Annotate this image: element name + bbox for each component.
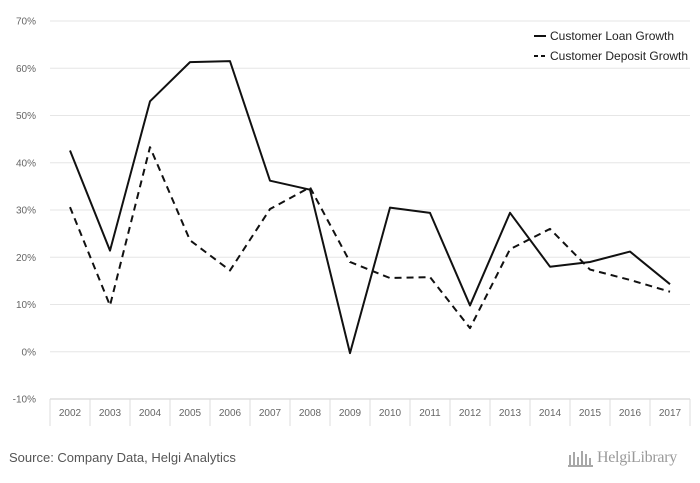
legend-label: Customer Loan Growth <box>550 29 674 43</box>
y-tick-label: 60% <box>16 64 36 75</box>
x-tick-label: 2008 <box>299 408 322 419</box>
y-tick-label: 70% <box>16 17 36 28</box>
x-tick-label: 2004 <box>139 408 162 419</box>
x-tick-label: 2002 <box>59 408 82 419</box>
x-tick-label: 2015 <box>579 408 602 419</box>
x-tick-label: 2013 <box>499 408 522 419</box>
x-tick-label: 2017 <box>659 408 682 419</box>
y-tick-label: 20% <box>16 253 36 264</box>
y-tick-label: 50% <box>16 111 36 122</box>
x-tick-label: 2012 <box>459 408 482 419</box>
gridlines <box>50 20 690 400</box>
x-tick-label: 2016 <box>619 408 642 419</box>
x-tick-label: 2003 <box>99 408 122 419</box>
x-tick-label: 2011 <box>419 408 441 419</box>
y-tick-label: 30% <box>16 206 36 217</box>
y-axis-ticks: 70% 60% 50% 40% 30% 20% 10% 0% -10% <box>13 17 36 406</box>
y-tick-label: 40% <box>16 158 36 169</box>
source-note: Source: Company Data, Helgi Analytics <box>9 450 236 465</box>
x-tick-label: 2005 <box>179 408 202 419</box>
y-tick-label: 10% <box>16 300 36 311</box>
library-building-icon <box>568 451 593 467</box>
x-tick-label: 2014 <box>539 408 562 419</box>
customer-deposit-growth-line <box>69 146 671 330</box>
y-tick-label: 0% <box>22 347 37 358</box>
x-tick-label: 2009 <box>339 408 362 419</box>
legend: Customer Loan Growth Customer Deposit Gro… <box>534 29 688 63</box>
series-lines <box>69 60 671 355</box>
legend-label: Customer Deposit Growth <box>550 49 688 63</box>
helgi-library-logo: HelgiLibrary <box>568 449 677 467</box>
line-chart: 70% 60% 50% 40% 30% 20% 10% 0% -10% 2002 2003 2004… <box>13 17 691 426</box>
x-tick-label: 2007 <box>259 408 282 419</box>
customer-loan-growth-line <box>69 60 671 355</box>
brand-name: HelgiLibrary <box>597 449 677 466</box>
x-tick-label: 2006 <box>219 408 242 419</box>
x-axis: 2002 2003 2004 2005 2006 2007 2008 2009 2010 2011… <box>49 398 691 426</box>
y-tick-label: -10% <box>13 395 36 406</box>
x-tick-label: 2010 <box>379 408 402 419</box>
